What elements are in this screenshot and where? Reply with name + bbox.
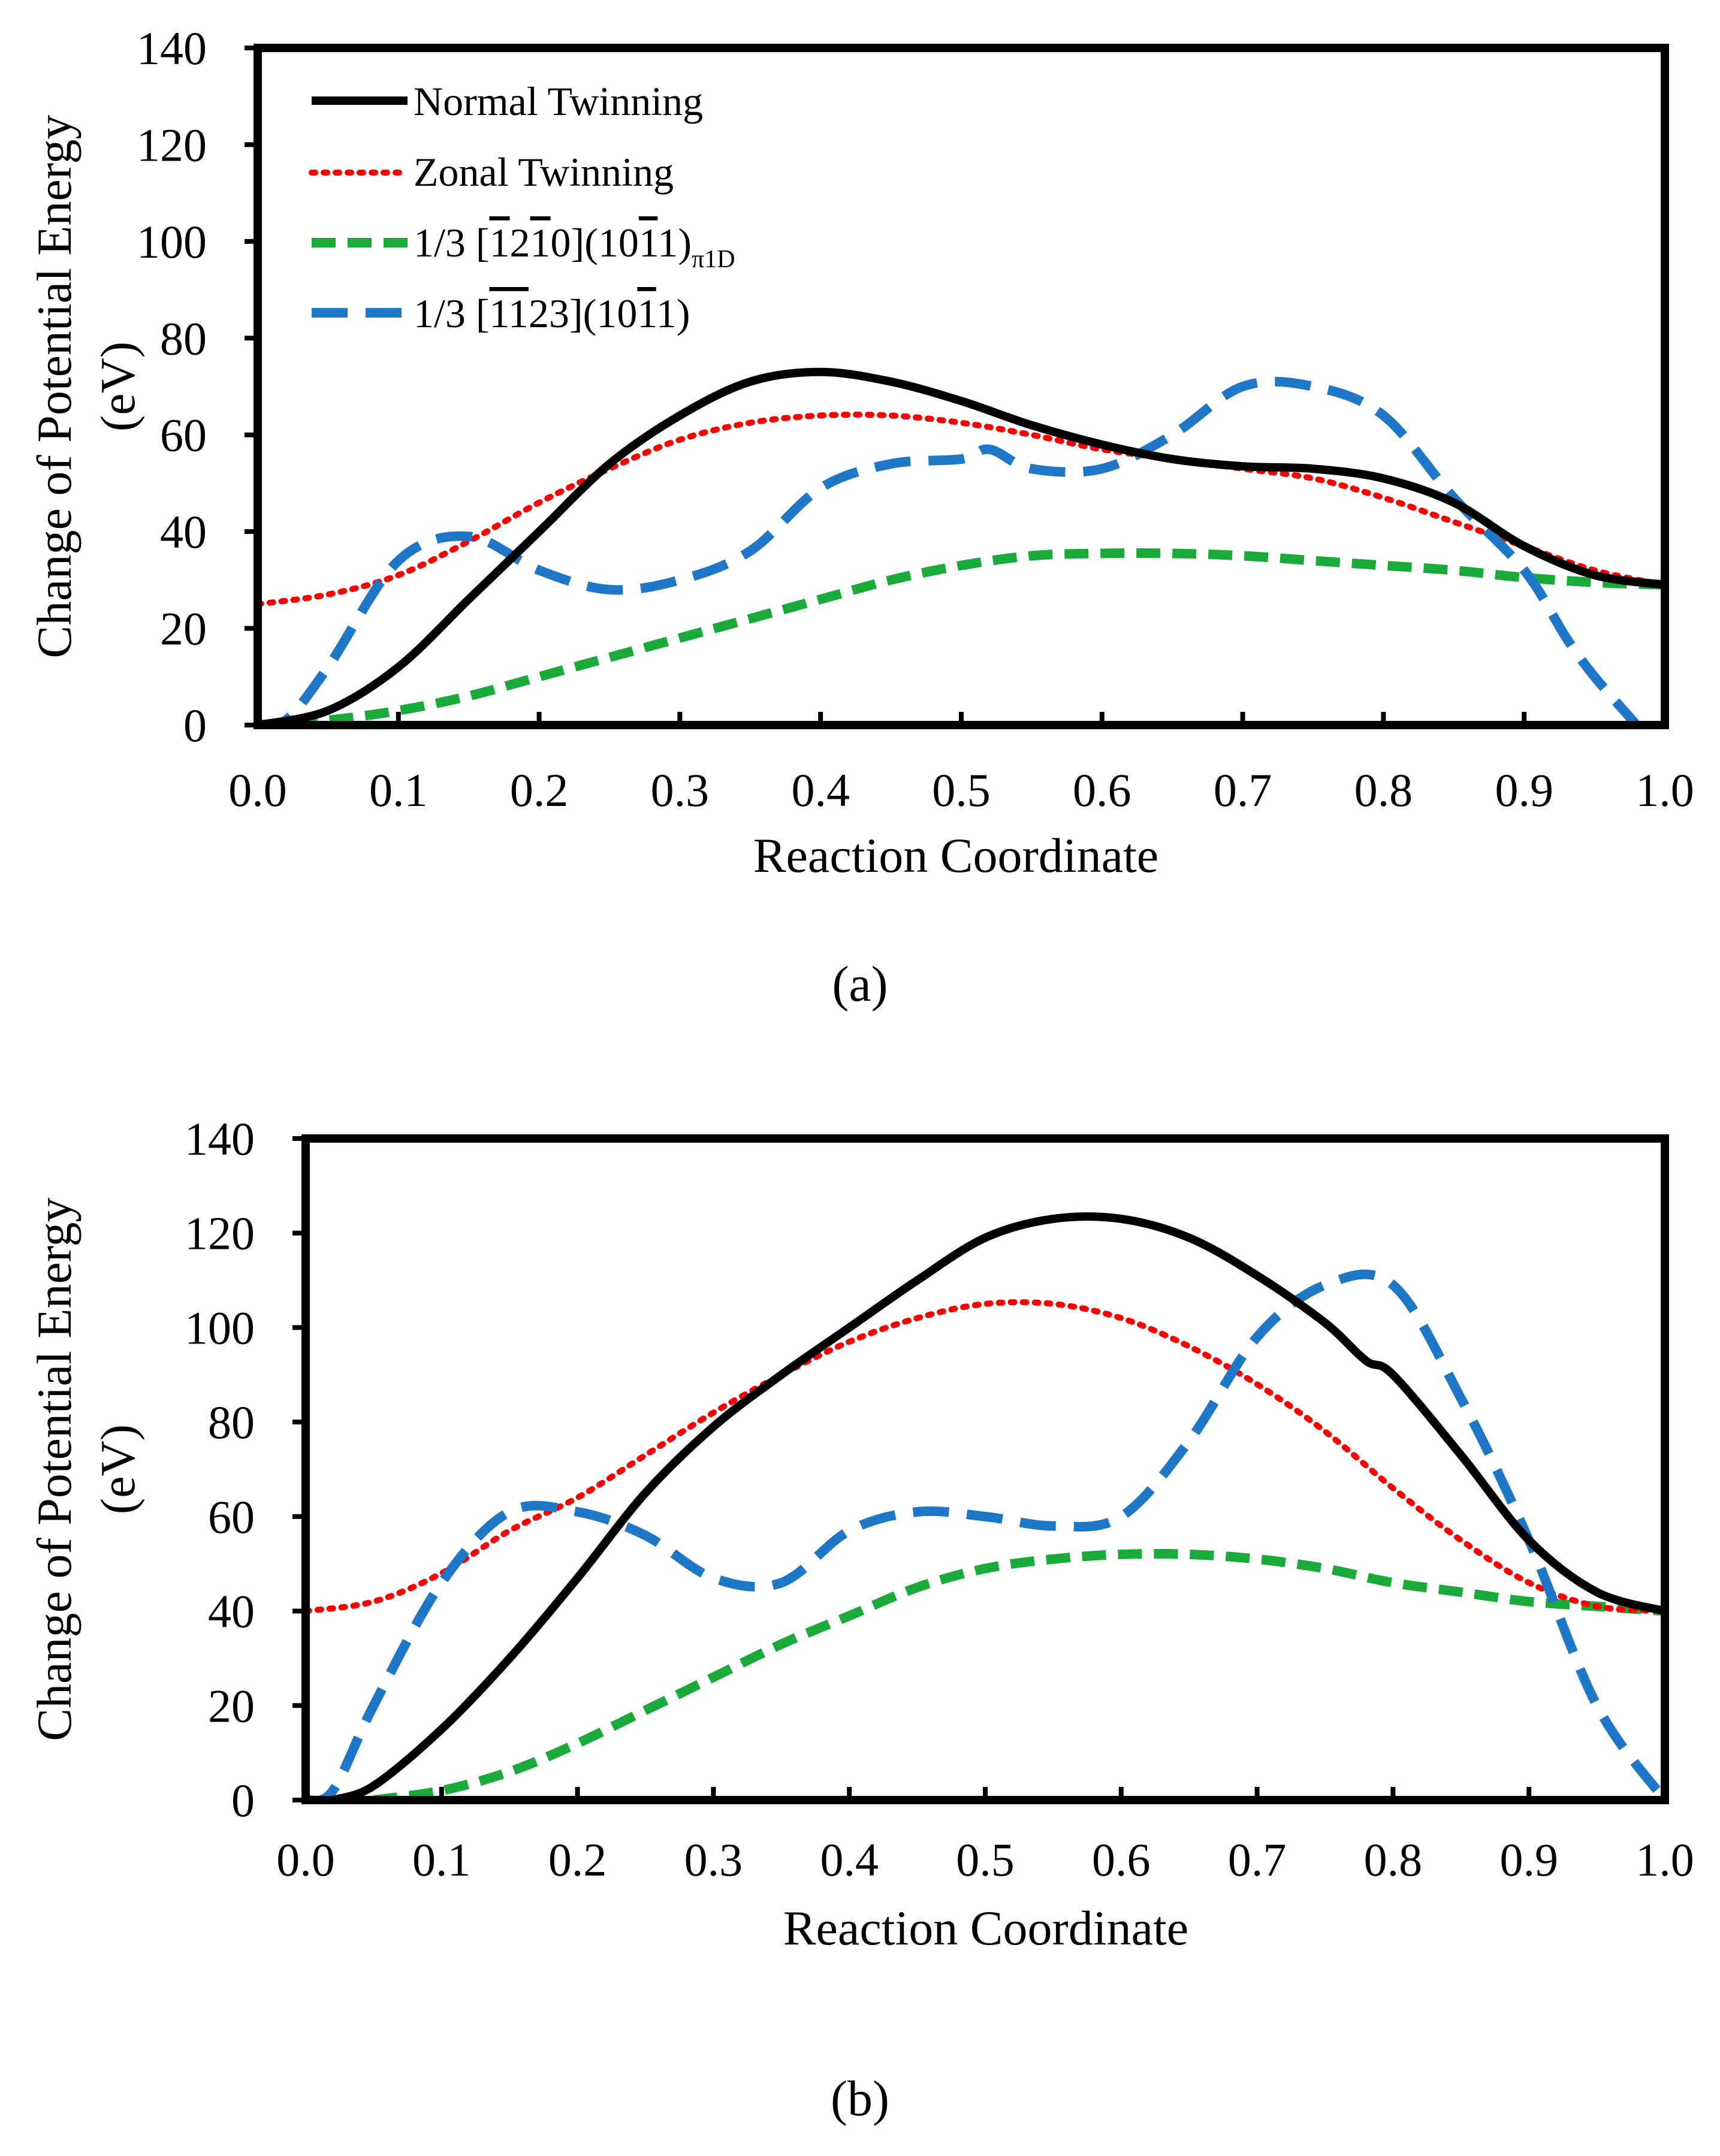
panel-a-caption: (a) [832, 956, 888, 1012]
panel-a-x-tick-label: 0.7 [1214, 764, 1272, 816]
panel-b-x-axis-title: Reaction Coordinate [783, 1901, 1188, 1955]
panel-b-series-line-1 [328, 1212, 1665, 1800]
panel-b-x-tick-label: 0.1 [412, 1834, 471, 1886]
legend-pyr-bar-1: 1 [490, 291, 508, 336]
panel-a-y-tick-label: 0 [183, 699, 207, 751]
panel-a-y-tick-label: 120 [137, 119, 207, 171]
legend-pi1d-bar-1: 1 [490, 220, 510, 265]
panel-a-x-tick-label: 0.3 [651, 764, 710, 816]
panel-b-y-tick-label: 100 [185, 1302, 255, 1354]
panel-b-y-axis-title: Change of Potential Energy [27, 1197, 82, 1741]
legend-pi1d-prefix: 1/3 [ [414, 220, 490, 265]
panel-b-x-tick-label: 0.9 [1499, 1834, 1558, 1886]
panel-a-x-tick-label: 0.9 [1495, 764, 1553, 816]
panel-a-x-tick-label: 0.0 [228, 764, 287, 816]
panel-b-y-tick-label: 120 [185, 1207, 255, 1260]
legend-label-pi1d-shear: 1/3 [1210](1011)π1D [414, 220, 735, 273]
legend-pi1d-bar-1b: 1 [530, 220, 551, 265]
panel-b-x-tick-label: 0.2 [548, 1834, 607, 1886]
panel-a-y-axis-title: Change of Potential Energy [27, 114, 82, 658]
panel-a-series-line-3 [258, 548, 1665, 725]
legend-label-normal-twinning: Normal Twinning [414, 78, 703, 124]
panel-b-series-line-4 [306, 1269, 1665, 1800]
panel-a-x-tick-label: 0.5 [932, 764, 991, 816]
panel-b-caption: (b) [831, 2071, 889, 2127]
panel-a-x-tick-label: 1.0 [1635, 764, 1694, 816]
legend-pyr-bar-1c: 1 [637, 291, 656, 336]
panel-b-y-axis-unit: (eV) [90, 1424, 145, 1514]
panel-a-y-tick-label: 100 [137, 216, 207, 268]
panel-a-x-tick-label: 0.6 [1073, 764, 1131, 816]
panel-b-x-tick-label: 0.4 [820, 1834, 879, 1886]
legend-label-pyramidal-shear: 1/3 [1123](1011) [414, 291, 690, 336]
panel-b-y-tick-label: 60 [208, 1491, 255, 1543]
panel-b-series-line-2 [306, 1299, 1665, 1614]
panel-b-y-tick-label: 20 [208, 1680, 255, 1732]
legend-pyr-mid: 23](10 [529, 291, 637, 336]
legend-pi1d-bar-1c: 1 [639, 220, 657, 265]
panel-b-x-tick-label: 1.0 [1635, 1834, 1694, 1886]
panel-a-y-tick-label: 140 [137, 22, 207, 74]
panel-b-y-tick-label: 40 [208, 1586, 255, 1638]
legend-pyr-bar-1b: 1 [508, 291, 529, 336]
panel-a-series-line-4 [258, 376, 1641, 725]
panel-a-y-axis-unit: (eV) [90, 342, 145, 431]
panel-a-y-tick-label: 60 [160, 409, 207, 461]
legend-pi1d-subscript: π1D [692, 246, 735, 273]
legend-pi1d-end: 1) [657, 220, 692, 265]
panel-b-x-tick-label: 0.7 [1228, 1834, 1287, 1886]
legend-pyr-prefix: 1/3 [ [414, 291, 490, 336]
legend-pi1d-mid: 0](10 [551, 220, 639, 265]
panel-a-y-tick-label: 20 [160, 603, 207, 655]
panel-b-x-tick-label: 0.3 [684, 1834, 743, 1886]
legend-pi1d-digit-2: 2 [510, 220, 530, 265]
panel-b-series-line-3 [373, 1548, 1665, 1800]
panel-b-x-tick-label: 0.6 [1092, 1834, 1151, 1886]
panel-a-axes: 0 20 40 60 80 100 120 140 0.0 0.1 0.2 0.3 0.4 0.5 0.6 0… [137, 22, 1694, 816]
panel-b-y-tick-label: 140 [185, 1113, 255, 1165]
panel-a-series-line-1 [258, 367, 1665, 725]
panel-b-axes: 0 20 40 60 80 100 120 140 0.0 0.1 0.2 0.3 0.4 0.5 0.6 0… [185, 1113, 1694, 1886]
panel-a-y-tick-label: 80 [160, 312, 207, 364]
panel-b-x-tick-label: 0.0 [276, 1834, 335, 1886]
panel-b-x-tick-label: 0.5 [956, 1834, 1015, 1886]
panel-b-chart: 0 20 40 60 80 100 120 140 0.0 0.1 0.2 0.3 0.4 0.5 0.6 0… [27, 1113, 1694, 2127]
panel-b-y-tick-label: 80 [208, 1396, 255, 1448]
panel-a-series-line-2 [258, 411, 1665, 608]
panel-b-y-tick-label: 0 [231, 1774, 255, 1826]
panel-b-x-tick-label: 0.8 [1364, 1834, 1423, 1886]
panel-a-x-tick-label: 0.2 [510, 764, 569, 816]
legend-pyr-end: 1) [656, 291, 690, 336]
panel-a-x-tick-label: 0.1 [369, 764, 428, 816]
panel-a-chart: 0 20 40 60 80 100 120 140 0.0 0.1 0.2 0.3 0.4 0.5 0.6 0… [27, 22, 1694, 1012]
panel-a-x-tick-label: 0.4 [791, 764, 850, 816]
panel-a-y-tick-label: 40 [160, 506, 207, 558]
panel-a-x-axis-title: Reaction Coordinate [753, 828, 1158, 883]
panel-a-series-group [258, 367, 1665, 725]
panel-a-legend: Normal Twinning Zonal Twinning 1/3 [1210… [309, 78, 735, 336]
legend-label-zonal-twinning: Zonal Twinning [414, 149, 674, 195]
panel-a-x-tick-label: 0.8 [1354, 764, 1413, 816]
panel-b-series-group [306, 1212, 1665, 1800]
